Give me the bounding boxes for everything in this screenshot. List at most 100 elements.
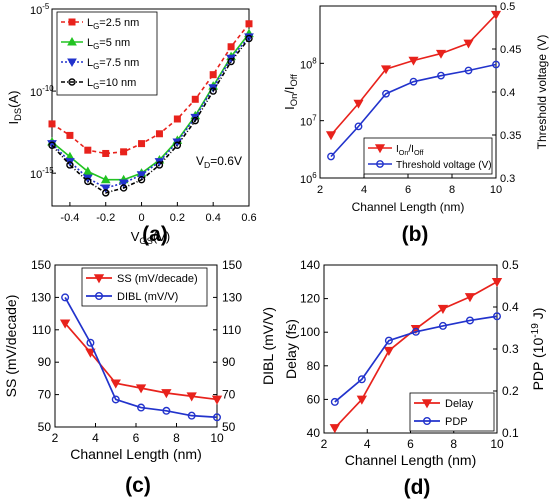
panel-c-data-point — [187, 411, 196, 420]
panel-a-xlabel: VGS(V) — [131, 229, 171, 246]
panel-d-data-point — [357, 375, 366, 384]
panel-b-data-point — [409, 77, 418, 86]
panel-d-ylabel-left: Delay (fs) — [283, 319, 299, 379]
panel-c-ytick-left-label: 90 — [38, 355, 52, 369]
panel-c-data-point — [212, 413, 221, 422]
panel-b-ytick-right-label: 0.35 — [500, 130, 521, 142]
panel-c-xtick-label: 6 — [133, 431, 140, 445]
panel-c-xtick-label: 2 — [52, 431, 59, 445]
panel-c-ylabel-left: SS (mV/decade) — [3, 295, 19, 398]
panel-a-annotation: VD=0.6V — [196, 154, 242, 170]
panel-d-xtick-label: 10 — [490, 437, 504, 451]
panel-c-data-point — [211, 395, 223, 405]
panel-d-legend-marker — [421, 399, 433, 409]
panel-a-data-point — [66, 131, 74, 139]
panel-d-legend-label: PDP — [445, 416, 468, 428]
panel-a-legend-label: LG=5 nm — [87, 37, 130, 51]
panel-c-legend: SS (mV/decade) DIBL (mV/V) — [81, 267, 208, 307]
panel-b-xtick-label: 8 — [449, 184, 455, 196]
panel-b-xtick-label: 4 — [361, 184, 367, 196]
panel-a-data-point — [119, 184, 128, 192]
panel-c-ytick-left-label: 150 — [31, 258, 51, 272]
panel-a-xtick-label: 0.2 — [170, 212, 185, 224]
panel-b-ytick-left-label: 106 — [300, 171, 317, 186]
panel-c: 2 4 6 8 10507090110130150507090110130150Chan… — [3, 258, 276, 462]
panel-d-xtick-label: 4 — [364, 437, 371, 451]
panel-d-data-point — [356, 395, 368, 405]
panel-b-data-point — [382, 89, 390, 98]
panel-d-data-point — [329, 424, 340, 434]
panel-c-ytick-left-label: 70 — [38, 388, 52, 402]
panel-a-legend-box — [56, 11, 158, 96]
panel-b-data-point — [327, 152, 335, 161]
panel-b-xlabel: Channel Length (nm) — [352, 200, 465, 214]
panel-c-data-point — [61, 293, 70, 302]
panel-c-xlabel: Channel Length (nm) — [70, 446, 202, 462]
panel-a-data-point — [48, 120, 56, 128]
panel-d-xtick-label: 2 — [321, 437, 328, 451]
panel-c-data-point — [162, 406, 171, 415]
panel-b-ytick-right-label: 0.3 — [500, 173, 515, 185]
panel-b-xtick-label: 2 — [317, 184, 323, 196]
panel-d-data-point — [438, 321, 447, 330]
panel-b-data-point — [490, 10, 502, 20]
panel-c-xtick-label: 10 — [210, 431, 224, 445]
panel-c-ylabel-right: DIBL (mV/V) — [260, 307, 276, 385]
panel-b-data-point — [437, 71, 445, 80]
panel-b-legend-label: Threshold voltage (V) — [396, 160, 492, 171]
panel-b-ytick-left-label: 107 — [300, 114, 317, 129]
panel-d-data-point — [411, 327, 420, 336]
panel-a-data-point — [100, 184, 111, 193]
panel-d-label: (d) — [404, 476, 431, 499]
panel-a-ytick-label: 10-10 — [30, 84, 54, 99]
panel-b-data-point — [492, 60, 500, 69]
panel-c-data-point — [110, 379, 121, 389]
panel-a-data-point — [191, 116, 199, 125]
panel-c-ytick-left-label: 130 — [31, 290, 51, 304]
panel-b-legend: IOn/IOff Threshold voltage (V) — [363, 137, 493, 175]
panel-a-legend-label: LG=10 nm — [87, 77, 136, 91]
panel-a-data-point — [48, 141, 56, 149]
panel-c-legend-label: SS (mV/decade) — [117, 273, 198, 285]
panel-b-legend-marker — [374, 144, 386, 154]
panel-d-legend-label: Delay — [445, 398, 474, 410]
panel-d-data-point — [330, 397, 339, 406]
panel-c-ytick-right-label: 150 — [222, 258, 242, 272]
panel-d-data-point — [491, 278, 503, 288]
panel-a-legend-label: LG=7.5 nm — [87, 57, 139, 71]
panel-b-data-point — [464, 66, 473, 75]
panel-a-xtick-label: 0.6 — [241, 212, 256, 224]
panel-b-data-point — [325, 131, 337, 141]
panel-d-xlabel: Channel Length (nm) — [345, 452, 477, 468]
panel-a-xtick-label: 0 — [138, 212, 144, 224]
panel-b-ytick-right-label: 0.4 — [500, 87, 515, 99]
panel-b-data-point — [463, 39, 474, 49]
panel-b-legend-marker — [376, 160, 384, 168]
panel-a-legend-marker — [68, 78, 76, 86]
panel-b-legend-box — [363, 137, 493, 175]
panel-d-ytick-right-label: 0.4 — [502, 300, 519, 314]
panel-b-label: (b) — [402, 223, 429, 246]
panel-b-ylabel-right: Threshold voltage (V) — [535, 35, 549, 150]
panel-b-data-point — [380, 65, 392, 75]
panel-a-data-point — [155, 161, 164, 169]
panel-a-data-point — [227, 57, 235, 66]
panel-a-series-line — [51, 33, 250, 181]
panel-a-ylabel: IDS(A) — [6, 91, 23, 125]
panel-a-legend-marker — [67, 36, 77, 46]
panel-c-legend-marker — [93, 274, 105, 284]
panel-a-data-point — [84, 177, 92, 186]
panel-c-data-point — [111, 395, 120, 404]
panel-a-data-point — [138, 140, 146, 148]
panel-a-legend-label: LG=2.5 nm — [87, 17, 139, 31]
panel-d: 2 4 6 8 10 40 60 80 100 120 140 0.1 0.2 0.3 0.4 0.5 Chan… — [283, 258, 546, 468]
panel-a: -0.4 -0.2 0 0.2 0.4 0.6 10-5 10-10 10-15 VGS(V) ID… — [6, 2, 257, 246]
panel-a-xtick-label: 0.4 — [206, 212, 221, 224]
panel-b-ytick-right-label: 0.45 — [500, 44, 521, 56]
panel-a-data-point — [102, 189, 110, 197]
panel-d-data-point — [493, 312, 502, 321]
panel-d-xtick-label: 6 — [407, 437, 414, 451]
panel-b-series-line — [330, 63, 497, 158]
panel-d-series-line — [334, 315, 498, 403]
